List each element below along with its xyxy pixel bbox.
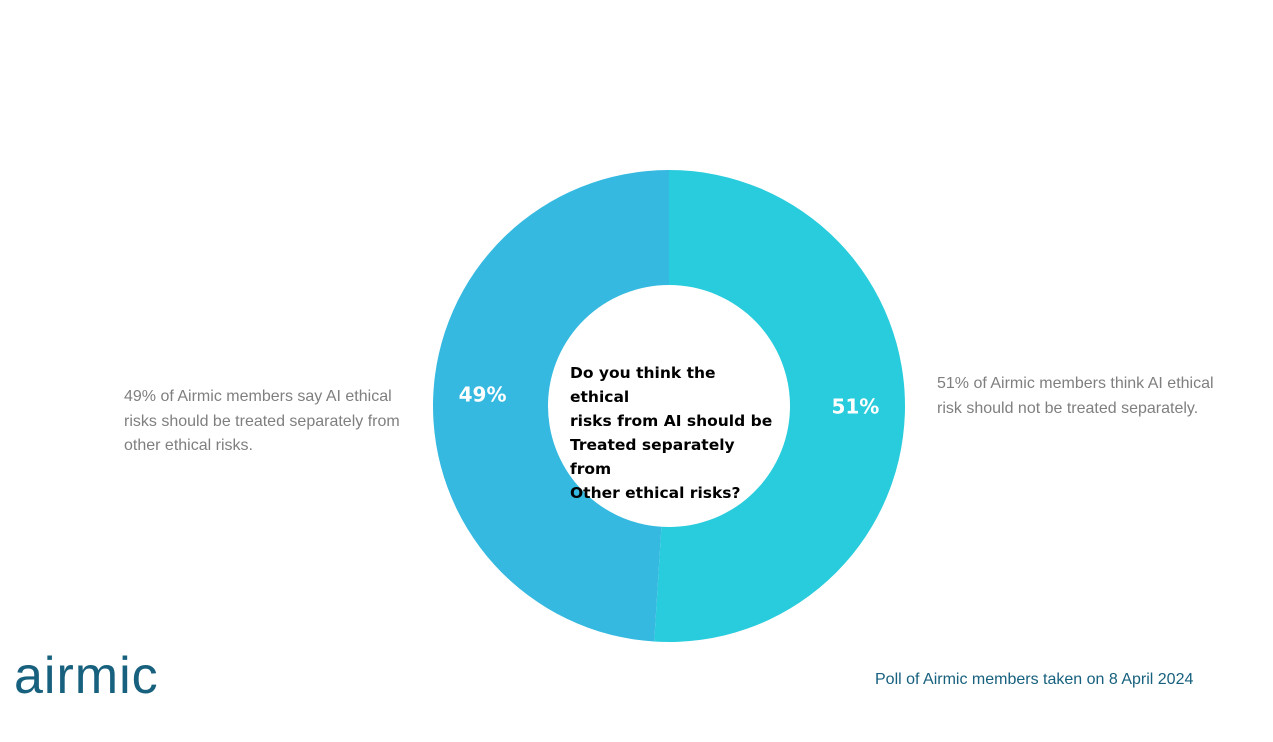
donut-slice-label-51: 51% [831,394,879,418]
donut-slice-51 [654,170,906,643]
poll-footnote: Poll of Airmic members taken on 8 April … [875,671,1194,688]
chart-center-question: Do you think the ethical risks from AI s… [570,364,773,502]
right-annotation: 51% of Airmic members think AI ethical r… [937,375,1214,417]
airmic-logo: airmic [14,647,159,705]
donut-slice-label-49: 49% [459,383,507,407]
donut-slice-49 [433,170,669,642]
left-annotation: 49% of Airmic members say AI ethical ris… [124,388,400,454]
